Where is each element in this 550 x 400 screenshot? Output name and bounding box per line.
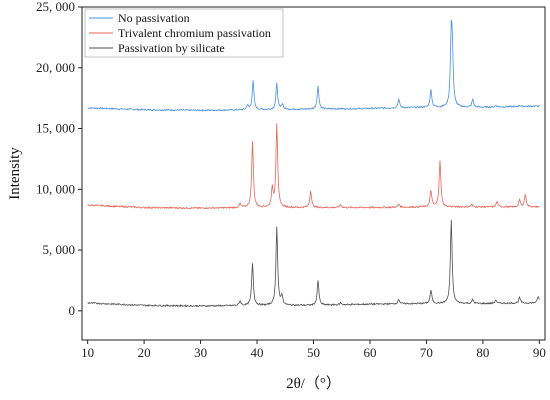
y-tick-label: 25, 000 [36, 0, 75, 14]
y-tick-label: 15, 000 [36, 121, 75, 136]
legend-label-trivalent-chromium: Trivalent chromium passivation [118, 26, 271, 40]
x-tick-label: 80 [476, 345, 489, 360]
x-tick-label: 30 [194, 345, 207, 360]
series-line-silicate [87, 219, 540, 308]
y-tick-label: 5, 000 [43, 242, 76, 257]
x-tick-label: 10 [81, 345, 94, 360]
x-tick-label: 40 [251, 345, 264, 360]
series-group [87, 19, 540, 308]
y-tick-label: 0 [69, 303, 76, 318]
legend-label-no-passivation: No passivation [118, 11, 190, 25]
y-axis-ticks: 0 5, 000 10, 000 15, 000 20, 000 25, 000 [36, 0, 82, 318]
x-axis-ticks: 10 20 30 40 50 60 70 80 90 [81, 340, 546, 360]
y-tick-label: 20, 000 [36, 60, 75, 75]
legend: No passivation Trivalent chromium passiv… [84, 8, 284, 58]
legend-label-silicate: Passivation by silicate [118, 41, 225, 55]
x-tick-label: 90 [533, 345, 546, 360]
x-tick-label: 20 [138, 345, 151, 360]
y-axis-title: Intensity [7, 147, 23, 200]
series-line-no-passivation [87, 19, 540, 112]
y-tick-label: 10, 000 [36, 181, 75, 196]
x-axis-title: 2θ/（°） [286, 375, 341, 392]
x-tick-label: 70 [420, 345, 433, 360]
series-line-trivalent-chromium [87, 123, 540, 210]
x-tick-label: 60 [363, 345, 376, 360]
x-tick-label: 50 [307, 345, 320, 360]
legend-box [84, 8, 284, 58]
